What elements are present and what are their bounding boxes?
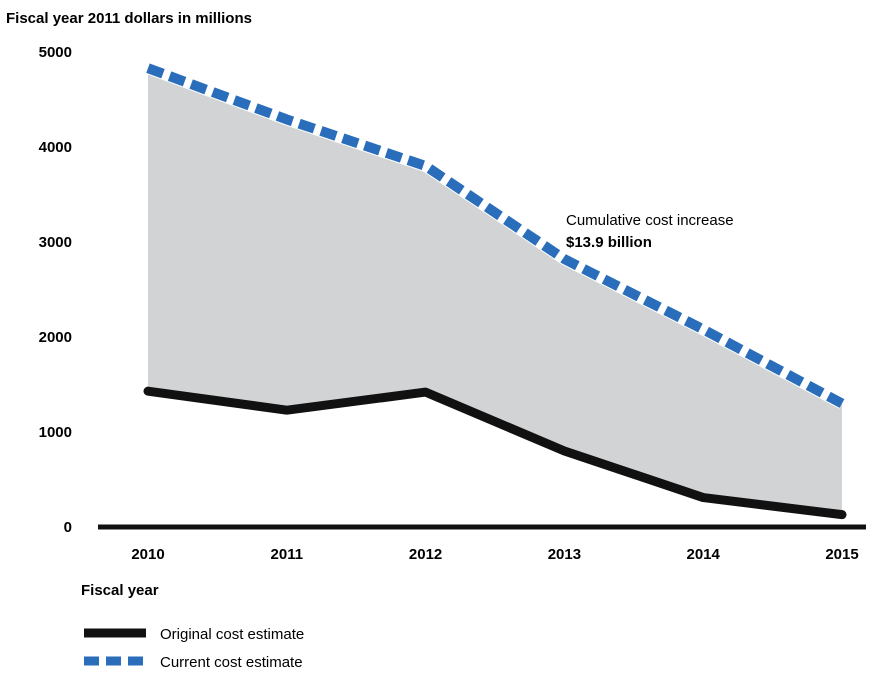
current-cost-line	[145, 62, 845, 409]
y-tick-label: 1000	[39, 424, 72, 441]
x-tick-label: 2010	[131, 546, 164, 563]
cost-increase-area	[148, 68, 842, 515]
y-axis-ticks: 0 1000 2000 3000 4000 5000	[39, 44, 72, 536]
annotation-line-2: $13.9 billion	[566, 234, 652, 251]
y-tick-label: 3000	[39, 234, 72, 251]
x-tick-label: 2015	[825, 546, 858, 563]
y-tick-label: 0	[64, 519, 72, 536]
x-axis-title: Fiscal year	[81, 582, 159, 599]
original-cost-line	[143, 386, 847, 520]
annotation-line-1: Cumulative cost increase	[566, 212, 734, 229]
x-axis-ticks: 2010 2011 2012 2013 2014 2015	[131, 546, 858, 563]
legend-label-original: Original cost estimate	[160, 626, 304, 643]
y-tick-label: 5000	[39, 44, 72, 61]
x-tick-label: 2013	[548, 546, 581, 563]
current-cost-line-dashes	[146, 63, 845, 408]
x-tick-label: 2014	[687, 546, 721, 563]
x-tick-label: 2012	[409, 546, 442, 563]
y-axis-title: Fiscal year 2011 dollars in millions	[6, 10, 252, 27]
legend: Original cost estimate Current cost esti…	[84, 626, 304, 671]
legend-label-current: Current cost estimate	[160, 654, 303, 671]
y-tick-label: 4000	[39, 139, 72, 156]
x-tick-label: 2011	[271, 546, 304, 563]
y-tick-label: 2000	[39, 329, 72, 346]
